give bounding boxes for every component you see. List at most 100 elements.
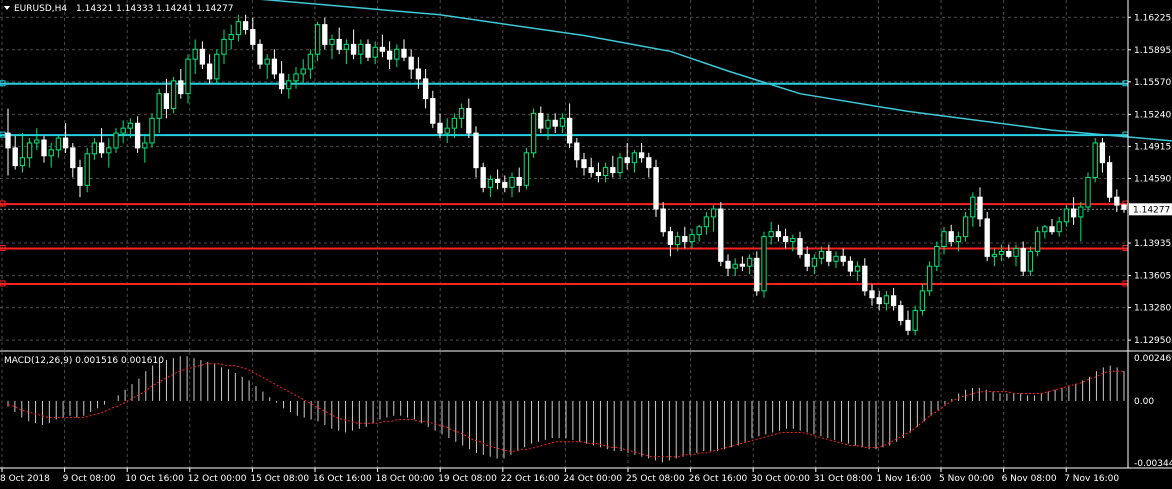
candle-bull xyxy=(1085,176,1091,208)
time-tick-label: 19 Oct 08:00 xyxy=(438,474,497,484)
candle-bear xyxy=(437,122,443,134)
candle-bull xyxy=(264,58,270,65)
candle-bull xyxy=(710,208,717,218)
time-tick-label: 8 Oct 2018 xyxy=(0,474,50,484)
candle-bull xyxy=(818,250,825,259)
macd-tick-label: 0.00 xyxy=(1134,397,1154,407)
candle-bear xyxy=(739,263,746,267)
candle-bull xyxy=(329,38,335,45)
candle-bull xyxy=(1042,226,1048,233)
candle-bear xyxy=(876,297,882,305)
candle-bear xyxy=(775,231,782,238)
candle-bear xyxy=(653,167,659,210)
candle-bull xyxy=(955,236,962,243)
candle-bear xyxy=(667,231,674,246)
time-tick-label: 10 Oct 16:00 xyxy=(125,474,184,484)
candle-bull xyxy=(221,38,227,55)
candle-bull xyxy=(451,117,458,129)
chart-header: EURUSD,H4 1.14321 1.14333 1.14241 1.1427… xyxy=(4,4,233,14)
candle-bull xyxy=(509,176,515,188)
candle-bull xyxy=(458,107,465,119)
candle-bear xyxy=(898,305,904,321)
candle-bull xyxy=(674,236,681,246)
macd-header: MACD(12,26,9) 0.001516 0.001610 xyxy=(4,356,164,366)
candle-bear xyxy=(826,250,832,262)
time-tick-label: 24 Oct 00:00 xyxy=(563,474,622,484)
candle-bear xyxy=(1121,204,1127,210)
time-tick-label: 26 Oct 16:00 xyxy=(689,474,748,484)
price-tick-label: 1.12950 xyxy=(1134,336,1171,346)
candle-bull xyxy=(1078,206,1084,218)
candle-bull xyxy=(1056,221,1062,233)
candle-bear xyxy=(134,122,141,149)
candle-bear xyxy=(574,142,580,161)
candle-bear xyxy=(638,152,645,159)
candle-bear xyxy=(660,208,666,233)
candle-bull xyxy=(307,53,314,70)
candle-bear xyxy=(336,38,342,50)
macd-signal-line xyxy=(7,363,1124,458)
candle-bear xyxy=(422,78,429,100)
time-tick-label: 25 Oct 08:00 xyxy=(626,474,685,484)
candle-bull xyxy=(617,157,623,174)
candle-bear xyxy=(1049,226,1055,233)
candle-bull xyxy=(696,226,702,236)
candle-bull xyxy=(394,48,400,60)
candle-bull xyxy=(998,250,1005,255)
candle-bull xyxy=(286,80,292,90)
candle-bear xyxy=(257,43,263,65)
macd-tick-label: -0.003449 xyxy=(1134,459,1172,469)
candle-bull xyxy=(91,142,98,155)
dropdown-triangle-icon[interactable] xyxy=(4,6,10,10)
candle-bear xyxy=(415,68,422,80)
candle-bull xyxy=(444,127,450,134)
candle-bull xyxy=(26,142,33,159)
moving-average-line xyxy=(260,0,1172,142)
candle-bull xyxy=(192,48,198,60)
candle-bull xyxy=(214,53,220,80)
price-tick-label: 1.13605 xyxy=(1134,272,1171,282)
candle-bull xyxy=(631,152,638,164)
candle-bull xyxy=(991,253,998,257)
symbol-label: EURUSD,H4 xyxy=(14,4,67,14)
candle-bear xyxy=(754,257,760,292)
candle-bear xyxy=(646,157,652,169)
level-handle-left xyxy=(0,244,6,251)
candle-bull xyxy=(732,263,738,269)
candle-bull xyxy=(113,132,119,149)
candle-bull xyxy=(883,295,890,305)
candle-bear xyxy=(624,157,630,164)
candle-bear xyxy=(1106,162,1113,198)
candle-bull xyxy=(19,157,26,167)
price-tick-label: 1.15570 xyxy=(1134,78,1171,88)
candle-bear xyxy=(566,117,573,144)
ohlc-readout: 1.14321 1.14333 1.14241 1.14277 xyxy=(76,4,233,14)
candle-bull xyxy=(833,255,839,262)
candle-bear xyxy=(12,147,18,167)
candle-bear xyxy=(725,260,731,269)
candle-bull xyxy=(149,117,155,144)
price-tick-label: 1.13280 xyxy=(1134,304,1171,314)
candle-bull xyxy=(970,196,976,218)
candle-bear xyxy=(77,167,83,186)
candle-bear xyxy=(466,107,472,134)
time-tick-label: 5 Nov 00:00 xyxy=(939,474,994,484)
candle-bull xyxy=(293,73,299,82)
time-tick-label: 1 Nov 16:00 xyxy=(876,474,931,484)
price-tick-label: 1.14590 xyxy=(1134,174,1171,184)
chart-grid xyxy=(0,0,1128,468)
level-handle-left xyxy=(0,280,6,287)
candle-bear xyxy=(977,196,983,220)
candle-bull xyxy=(523,152,530,186)
candle-bull xyxy=(530,112,537,154)
candle-bear xyxy=(804,253,810,267)
candle-bear xyxy=(847,260,854,272)
candle-bear xyxy=(984,218,990,257)
macd-tick-label: 0.002469 xyxy=(1134,354,1172,364)
candle-bull xyxy=(34,139,40,144)
candle-bear xyxy=(98,142,105,154)
level-handle-left xyxy=(0,131,6,138)
time-tick-label: 18 Oct 00:00 xyxy=(376,474,435,484)
candle-bull xyxy=(689,234,695,243)
